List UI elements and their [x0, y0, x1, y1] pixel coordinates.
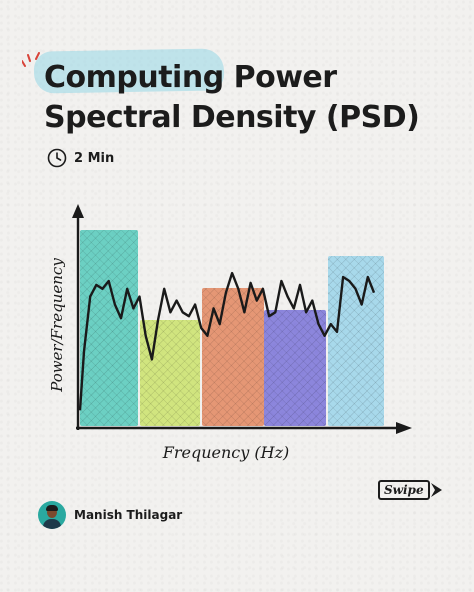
y-axis-label: Power/Frequency [48, 258, 66, 393]
read-time: 2 Min [46, 148, 114, 168]
read-time-label: 2 Min [74, 150, 115, 166]
avatar [38, 501, 66, 529]
author-name: Manish Thilagar [74, 508, 183, 522]
clock-icon [47, 148, 67, 168]
x-axis-label: Frequency (Hz) [162, 443, 290, 462]
band-4 [264, 310, 326, 426]
band-3 [202, 288, 264, 426]
author: Manish Thilagar [38, 501, 182, 529]
frequency-bands [80, 230, 384, 426]
psd-chart: Frequency (Hz) Power/Frequency [48, 204, 412, 462]
swipe-label: Swipe [378, 480, 430, 500]
band-1 [80, 230, 138, 426]
arrow-right-icon [430, 483, 442, 497]
y-axis-arrow [72, 204, 84, 218]
band-2 [140, 320, 200, 426]
psd-signal-line [78, 271, 376, 411]
x-axis-arrow [396, 422, 412, 434]
swipe-button[interactable]: Swipe [378, 480, 444, 500]
title-line-2: Spectral Density (PSD) [44, 100, 420, 135]
title-block: Computing Power Spectral Density (PSD) [33, 48, 420, 138]
page-title: Computing Power Spectral Density (PSD) [44, 58, 420, 138]
band-5 [328, 256, 384, 426]
title-line-1: Computing Power [44, 60, 337, 95]
